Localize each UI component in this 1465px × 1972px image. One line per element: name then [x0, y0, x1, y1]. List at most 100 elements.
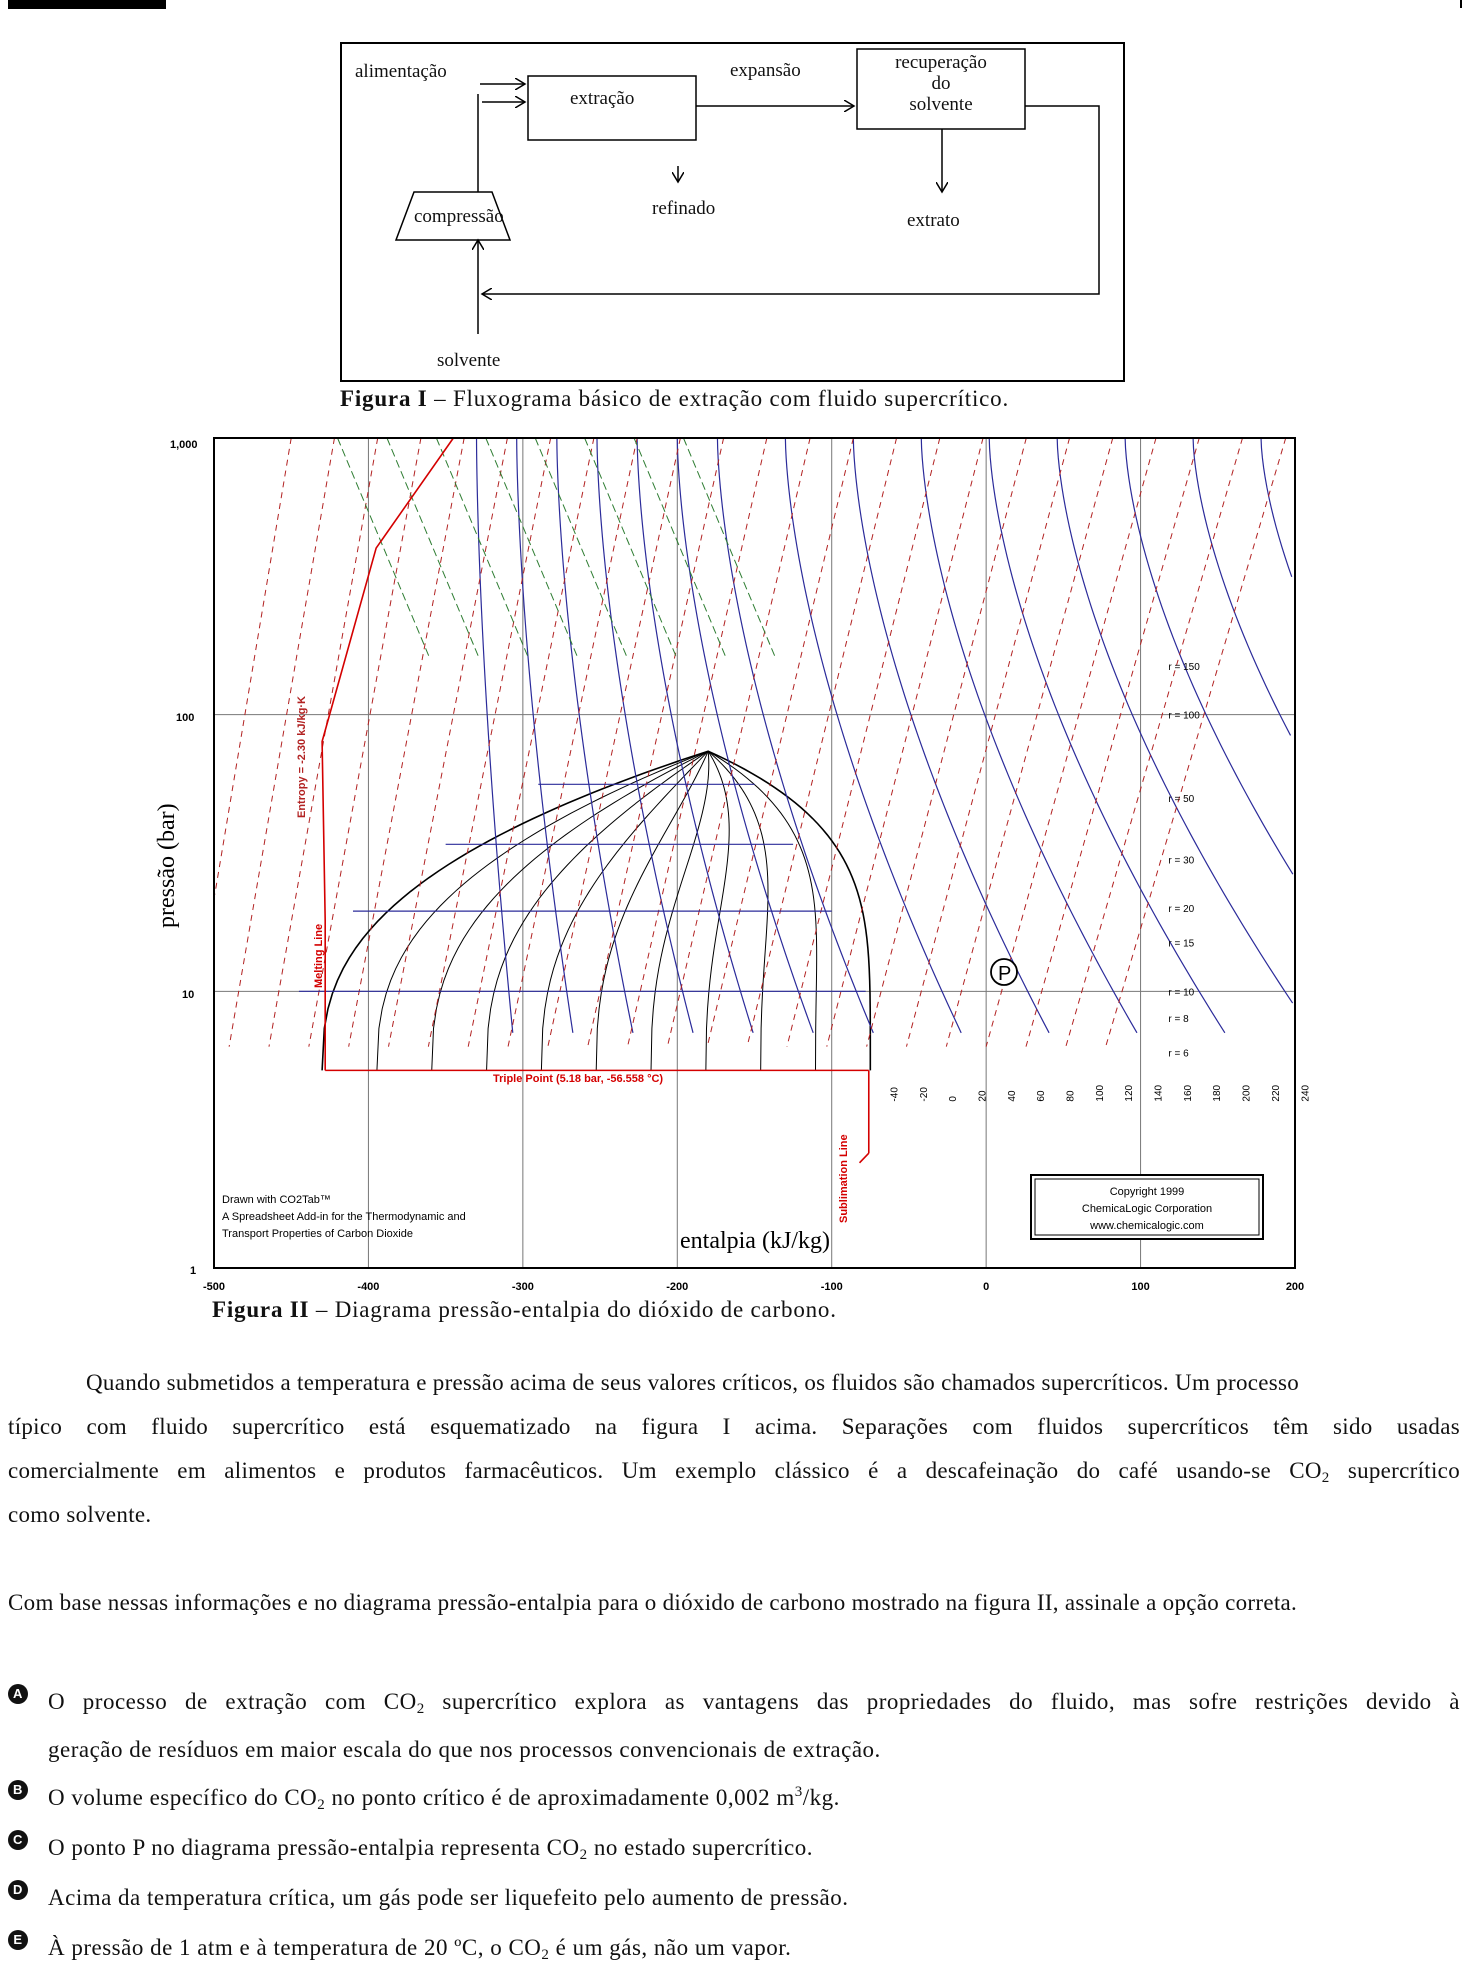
figure-2-caption-label: Figura II [212, 1297, 310, 1322]
option-a[interactable]: A O processo de extração com CO2 supercr… [8, 1678, 1460, 1774]
sublimation-line-label: Sublimation Line [838, 1134, 850, 1223]
option-a-letter-icon: A [8, 1684, 28, 1704]
x-tick-label: -500 [203, 1281, 225, 1293]
isotherm-line [716, 437, 874, 1034]
temperature-label: 240 [1300, 1084, 1310, 1101]
compressor-shape [394, 191, 512, 241]
option-c-t2: no estado supercrítico. [587, 1835, 813, 1860]
option-b-t2: no ponto crítico é de aproximadamente 0,… [325, 1785, 795, 1810]
density-line [534, 437, 629, 660]
isotherm-line [852, 437, 1050, 1034]
figure-1-caption-text: – Fluxograma básico de extração com flui… [427, 386, 1009, 411]
isotherm-line [1260, 437, 1293, 577]
option-e-letter-icon: E [8, 1930, 28, 1950]
isentrope-line [1025, 437, 1200, 1047]
label-recovery-3: solvente [909, 94, 972, 115]
para-line-4: como solvente. [8, 1502, 152, 1527]
temperature-label: 160 [1183, 1084, 1194, 1101]
grid-lines [214, 438, 1295, 1268]
para-line-3b: supercrítico [1329, 1458, 1460, 1483]
option-a-line-2: geração de resíduos em maior escala do q… [48, 1737, 881, 1762]
density-label: r = 10 [1168, 987, 1194, 998]
isotherm-line [676, 437, 814, 1034]
temperature-label: 20 [978, 1090, 989, 1102]
top-mark [1460, 0, 1462, 8]
top-rule [8, 0, 166, 9]
temperature-label: 40 [1007, 1090, 1018, 1102]
quality-line [431, 750, 709, 1071]
option-c-letter-icon: C [8, 1830, 28, 1850]
isentrope-line [1105, 437, 1287, 1047]
x-tick-label: 100 [1131, 1281, 1149, 1293]
flowchart-canvas: alimentação extração expansão recuperaçã… [355, 48, 1100, 371]
isotherm-line [636, 437, 754, 1034]
option-d[interactable]: D Acima da temperatura crítica, um gás p… [8, 1874, 1460, 1922]
option-b-letter-icon: B [8, 1780, 28, 1800]
copyright-box [1030, 1174, 1264, 1240]
density-label: r = 100 [1168, 711, 1200, 722]
property-curves [214, 437, 1294, 1164]
density-label: r = 20 [1168, 904, 1194, 915]
isotherm-line [1192, 437, 1292, 736]
isentrope-line [985, 437, 1157, 1047]
option-c-t1: O ponto P no diagrama pressão-entalpia r… [48, 1835, 580, 1860]
option-b-text: O volume específico do CO2 no ponto crít… [48, 1774, 1460, 1822]
density-label: r = 30 [1168, 855, 1194, 866]
isotherm-line [475, 437, 514, 1033]
isentrope-line [388, 437, 508, 1047]
sublimation-line-end [858, 1152, 870, 1164]
x-tick-label: 200 [1286, 1281, 1304, 1293]
option-a-text: O processo de extração com CO2 supercrít… [48, 1678, 1460, 1774]
para-line-1-text: Quando submetidos a temperatura e pressã… [86, 1370, 1300, 1395]
label-feed: alimentação [355, 61, 447, 82]
temperature-label: 220 [1271, 1084, 1282, 1101]
para-line-1: Quando submetidos a temperatura e pressã… [8, 1361, 1460, 1405]
triple-point-label: Triple Point (5.18 bar, -56.558 °C) [493, 1073, 663, 1085]
question-text: Com base nessas informações e no diagram… [8, 1590, 1298, 1615]
option-a-sub: 2 [416, 1701, 425, 1717]
label-solvent: solvente [437, 350, 500, 371]
label-recovery-2: do [932, 73, 951, 94]
x-tick-label: -300 [512, 1281, 534, 1293]
label-extract: extrato [907, 210, 960, 231]
y-tick-10: 10 [182, 989, 194, 1001]
melting-line [321, 437, 455, 1071]
option-e-t2: é um gás, não um vapor. [549, 1935, 792, 1960]
isentrope-line [627, 437, 768, 1047]
option-e[interactable]: E À pressão de 1 atm e à temperatura de … [8, 1924, 1460, 1966]
point-p-label: P [998, 963, 1011, 985]
option-d-t1: Acima da temperatura crítica, um gás pod… [48, 1885, 849, 1910]
density-line [584, 437, 678, 660]
isotherm-line [596, 437, 694, 1033]
isentrope-line [826, 437, 984, 1047]
option-e-sub: 2 [541, 1947, 550, 1963]
drawn-with-line-3: Transport Properties of Carbon Dioxide [222, 1228, 413, 1240]
isentrope-line [467, 437, 595, 1047]
option-e-t1: À pressão de 1 atm e à temperatura de 20… [48, 1935, 542, 1960]
option-a-t2: supercrítico explora as vantagens das pr… [424, 1689, 1461, 1714]
temperature-label: 80 [1066, 1090, 1077, 1102]
option-b[interactable]: B O volume específico do CO2 no ponto cr… [8, 1774, 1460, 1822]
label-compression: compressão [414, 206, 504, 227]
option-a-t1: O processo de extração com CO [48, 1689, 417, 1714]
copyright-line-2: ChemicaLogic Corporation [1082, 1203, 1212, 1215]
copyright-box-inner [1034, 1178, 1260, 1236]
x-tick-label: -400 [357, 1281, 379, 1293]
option-c[interactable]: C O ponto P no diagrama pressão-entalpia… [8, 1824, 1460, 1872]
quality-line [650, 751, 710, 1071]
option-e-text: À pressão de 1 atm e à temperatura de 20… [48, 1924, 1460, 1972]
isentrope-line [268, 437, 379, 1047]
option-b-t1: O volume específico do CO [48, 1785, 318, 1810]
isentrope-line [945, 437, 1114, 1047]
x-axis-label: entalpia (kJ/kg) [680, 1228, 830, 1254]
temperature-label: -40 [889, 1087, 900, 1102]
isentrope-line [866, 437, 1027, 1047]
figure-1-flowchart: alimentação extração expansão recuperaçã… [340, 42, 1125, 382]
para-line-2: típico com fluido supercrítico está esqu… [8, 1414, 1460, 1439]
para-line-3-sub: 2 [1321, 1470, 1330, 1486]
melting-line-label: Melting Line [313, 924, 325, 988]
recovery-box [856, 48, 1026, 130]
drawn-with-line-2: A Spreadsheet Add-in for the Thermodynam… [222, 1211, 466, 1223]
